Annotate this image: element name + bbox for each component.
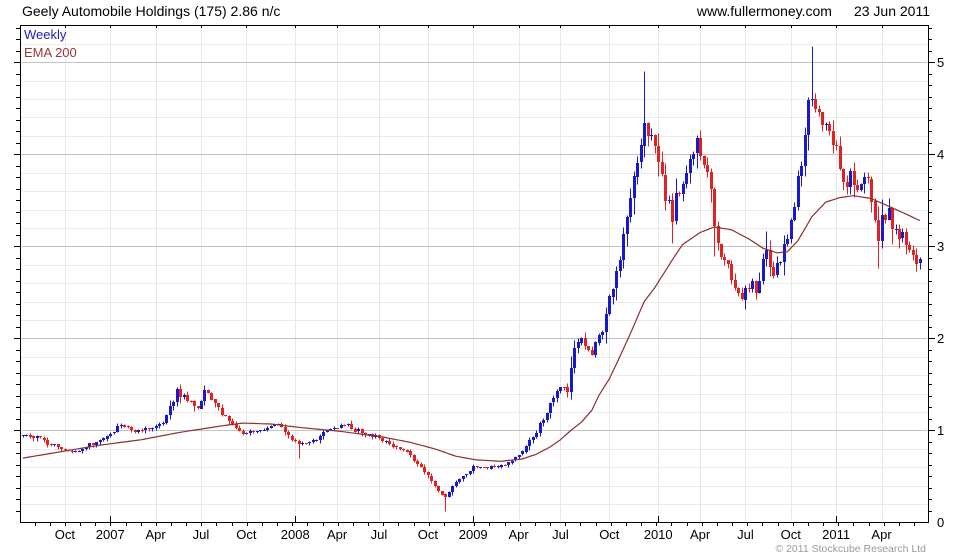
svg-text:2007: 2007 [96,527,125,542]
svg-text:Jul: Jul [737,527,754,542]
svg-text:2: 2 [937,331,944,346]
svg-text:Apr: Apr [327,527,348,542]
x-axis-labels: Oct 2007 Apr Jul Oct 2008 Apr Jul Oct 2009 Apr Jul O… [55,527,893,542]
svg-text:Oct: Oct [599,527,620,542]
svg-text:2010: 2010 [644,527,673,542]
svg-text:Oct: Oct [781,527,802,542]
page-title: Geely Automobile Holdings (175) 2.86 n/c [22,3,281,19]
svg-text:0: 0 [937,515,944,530]
legend-weekly-label: Weekly [24,27,67,42]
svg-text:2009: 2009 [459,527,488,542]
svg-text:3: 3 [937,239,944,254]
svg-text:5: 5 [937,55,944,70]
svg-text:Apr: Apr [146,527,167,542]
svg-text:Apr: Apr [690,527,711,542]
candles-layer [22,46,922,512]
svg-text:Jul: Jul [193,527,210,542]
svg-text:2008: 2008 [281,527,310,542]
svg-text:Apr: Apr [508,527,529,542]
y-axis-labels: 0 1 2 3 4 5 [937,55,944,530]
svg-text:Apr: Apr [871,527,892,542]
ema-line [22,195,921,462]
gridlines [21,26,927,521]
svg-text:Oct: Oct [236,527,257,542]
website-link[interactable]: www.fullermoney.com [696,3,832,19]
svg-text:4: 4 [937,147,944,162]
svg-text:1: 1 [937,423,944,438]
axis-ticks [14,25,935,526]
header-right: www.fullermoney.com 23 Jun 2011 [697,3,930,19]
legend-ema-label: EMA 200 [24,45,77,60]
svg-text:Oct: Oct [55,527,76,542]
svg-text:Oct: Oct [418,527,439,542]
svg-text:Jul: Jul [552,527,569,542]
chart-date: 23 Jun 2011 [853,3,930,19]
svg-text:Jul: Jul [371,527,388,542]
svg-text:2011: 2011 [822,527,850,542]
copyright-notice: © 2011 Stockcube Research Ltd [775,543,926,555]
